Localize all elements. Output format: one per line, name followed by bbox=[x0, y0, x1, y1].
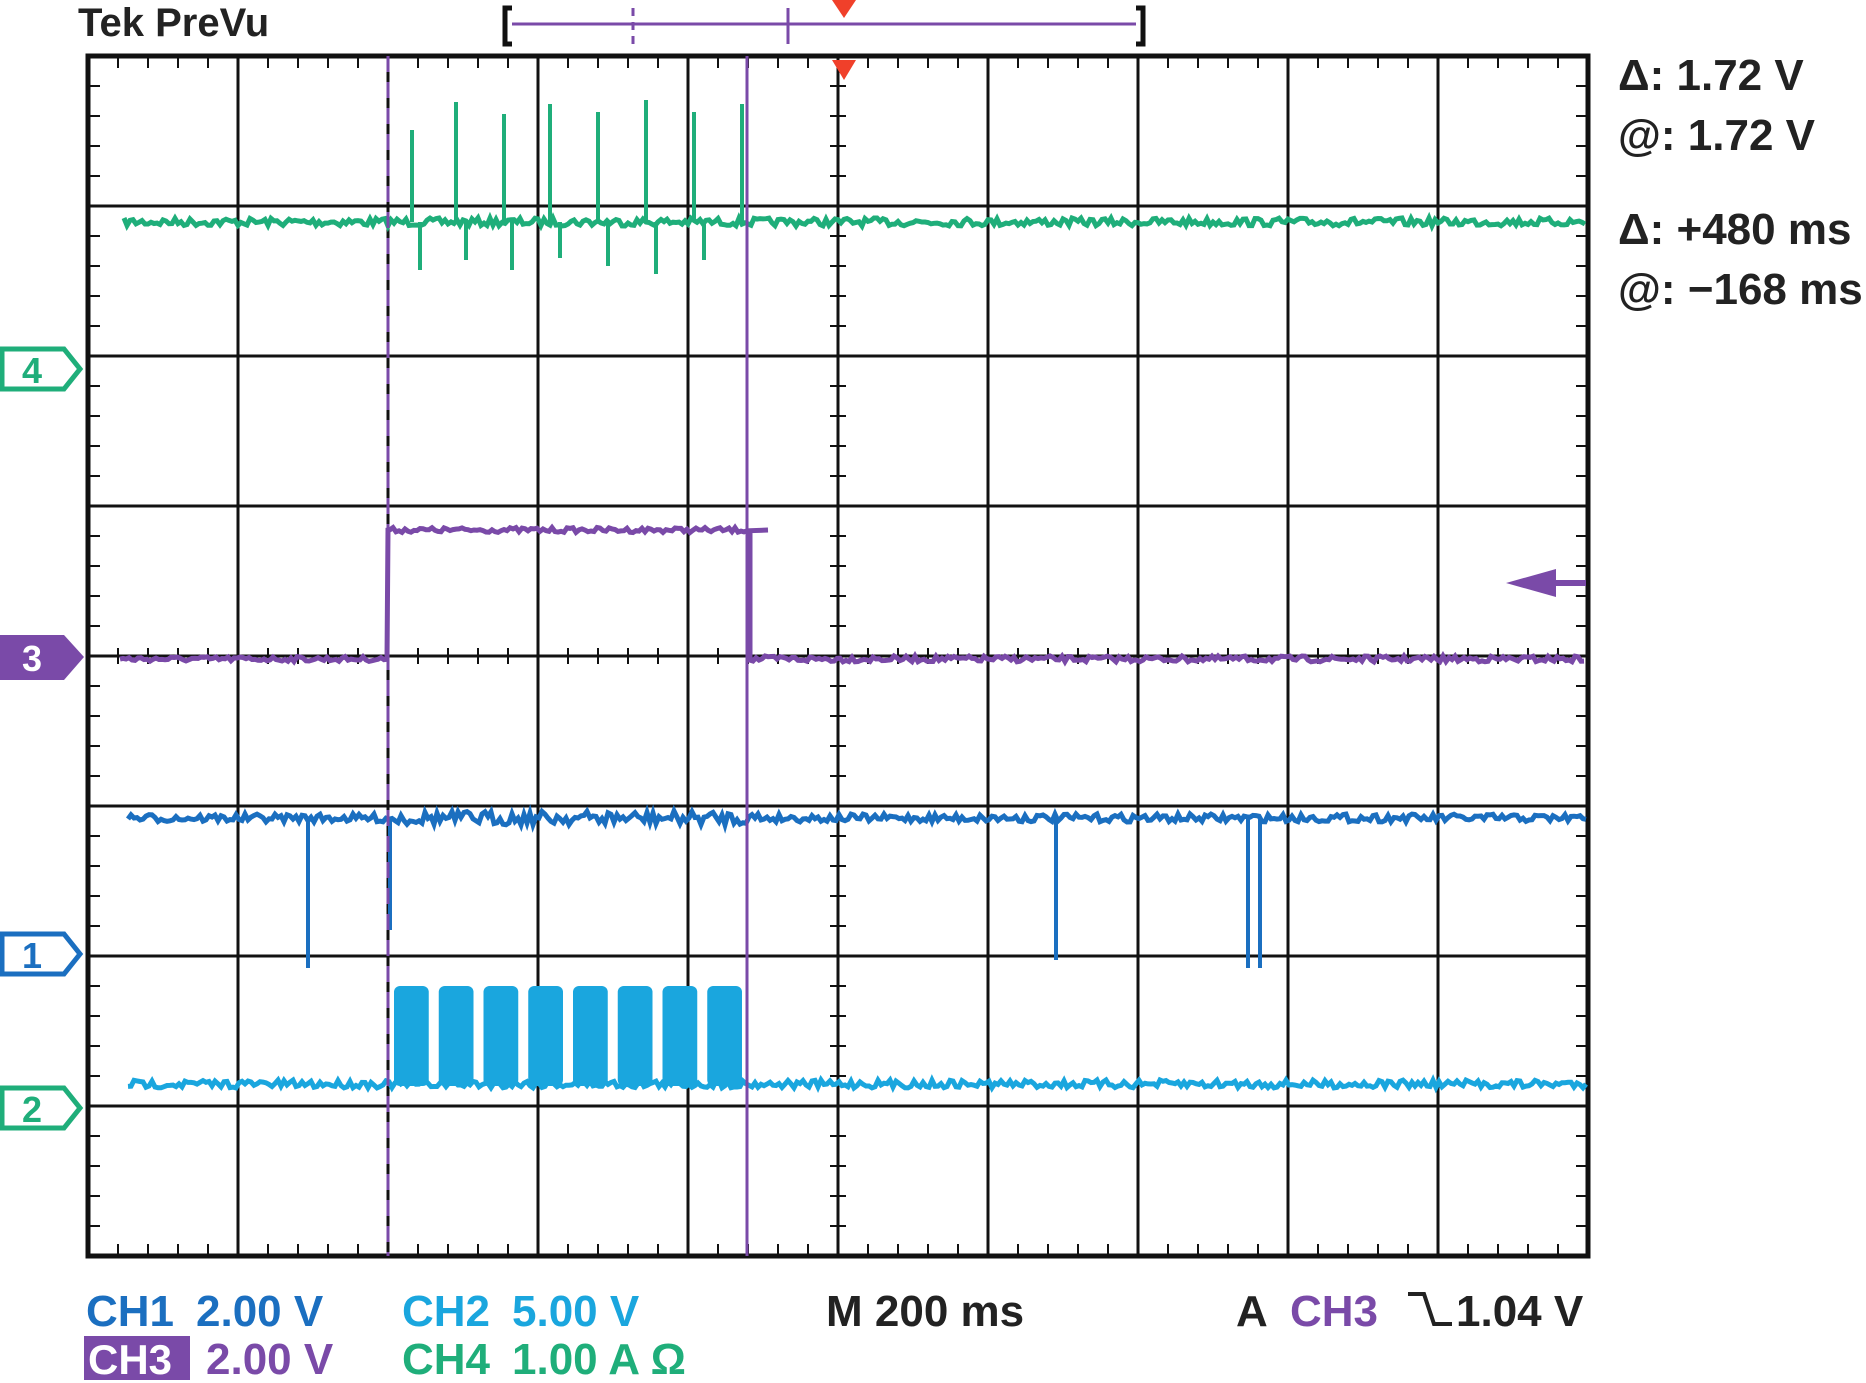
timebase-readout[interactable]: M 200 ms bbox=[826, 1287, 1024, 1336]
voltage-at-readout: @: 1.72 V bbox=[1618, 111, 1816, 160]
ch2-burst bbox=[662, 986, 698, 1086]
ch2-label[interactable]: CH2 bbox=[402, 1287, 490, 1336]
voltage-delta-readout: Δ: 1.72 V bbox=[1618, 51, 1804, 100]
svg-text:4: 4 bbox=[22, 350, 42, 391]
ch3-marker[interactable]: 3 bbox=[0, 635, 84, 680]
trigger-level-readout[interactable]: 1.04 V bbox=[1456, 1287, 1584, 1336]
ch3-label-box[interactable]: CH3 bbox=[84, 1336, 190, 1383]
trigger-position-icon bbox=[832, 0, 856, 18]
ch1-label[interactable]: CH1 bbox=[86, 1287, 174, 1336]
ch4-scale: 1.00 A Ω bbox=[512, 1335, 686, 1383]
trigger-time-marker-icon bbox=[832, 60, 856, 80]
falling-edge-icon bbox=[1408, 1292, 1452, 1326]
ch2-burst bbox=[617, 986, 653, 1086]
ch2-burst bbox=[483, 986, 519, 1086]
ch2-burst bbox=[438, 986, 474, 1086]
ch2-burst bbox=[573, 986, 608, 1086]
svg-text:1: 1 bbox=[22, 935, 42, 976]
trigger-mode: A bbox=[1236, 1287, 1268, 1336]
time-delta-readout: Δ: +480 ms bbox=[1618, 205, 1851, 254]
prevu-title: Tek PreVu bbox=[78, 1, 269, 45]
trigger-source[interactable]: CH3 bbox=[1290, 1287, 1378, 1336]
ch1-trace bbox=[125, 803, 1587, 834]
svg-text:2: 2 bbox=[22, 1089, 42, 1130]
ch2-burst bbox=[528, 986, 563, 1086]
ch3-trace bbox=[119, 523, 1585, 667]
ch2-burst bbox=[707, 986, 742, 1086]
ch4-trace bbox=[121, 211, 1587, 233]
ch3-label: CH3 bbox=[88, 1336, 172, 1383]
ch4-marker[interactable]: 4 bbox=[0, 346, 84, 392]
time-at-readout: @: −168 ms bbox=[1618, 265, 1863, 314]
ch2-burst bbox=[394, 986, 429, 1086]
ch3-scale: 2.00 V bbox=[206, 1335, 334, 1383]
trigger-level-arrow-icon[interactable] bbox=[1506, 569, 1586, 597]
svg-text:3: 3 bbox=[22, 638, 42, 679]
ch2-scale: 5.00 V bbox=[512, 1287, 640, 1336]
ch2-trace bbox=[127, 1074, 1588, 1094]
ch1-scale: 2.00 V bbox=[196, 1287, 324, 1336]
waveform-traces bbox=[119, 100, 1588, 1094]
graticule bbox=[85, 53, 1591, 1259]
ch2-marker[interactable]: 2 bbox=[0, 1085, 84, 1131]
ch4-label[interactable]: CH4 bbox=[402, 1335, 491, 1383]
record-position-bar[interactable] bbox=[502, 0, 1146, 47]
ch1-marker[interactable]: 1 bbox=[0, 931, 84, 977]
